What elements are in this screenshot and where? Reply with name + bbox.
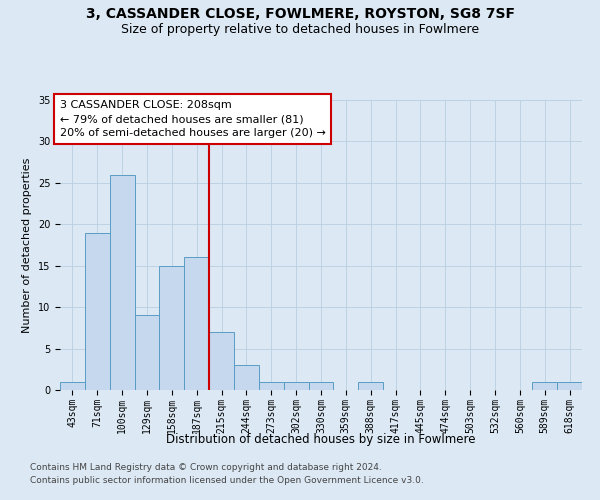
Bar [209,332,234,390]
Bar [234,365,259,390]
Text: Distribution of detached houses by size in Fowlmere: Distribution of detached houses by size … [166,432,476,446]
Text: Contains public sector information licensed under the Open Government Licence v3: Contains public sector information licen… [30,476,424,485]
Bar [134,316,160,390]
Bar [160,266,184,390]
Y-axis label: Number of detached properties: Number of detached properties [22,158,32,332]
Bar [259,382,284,390]
Bar [308,382,334,390]
Text: Size of property relative to detached houses in Fowlmere: Size of property relative to detached ho… [121,22,479,36]
Bar [532,382,557,390]
Bar [85,232,110,390]
Bar [557,382,582,390]
Bar [358,382,383,390]
Bar [110,174,134,390]
Text: 3, CASSANDER CLOSE, FOWLMERE, ROYSTON, SG8 7SF: 3, CASSANDER CLOSE, FOWLMERE, ROYSTON, S… [86,8,515,22]
Text: Contains HM Land Registry data © Crown copyright and database right 2024.: Contains HM Land Registry data © Crown c… [30,464,382,472]
Bar [60,382,85,390]
Bar [284,382,308,390]
Text: 3 CASSANDER CLOSE: 208sqm
← 79% of detached houses are smaller (81)
20% of semi-: 3 CASSANDER CLOSE: 208sqm ← 79% of detac… [60,100,326,138]
Bar [184,258,209,390]
